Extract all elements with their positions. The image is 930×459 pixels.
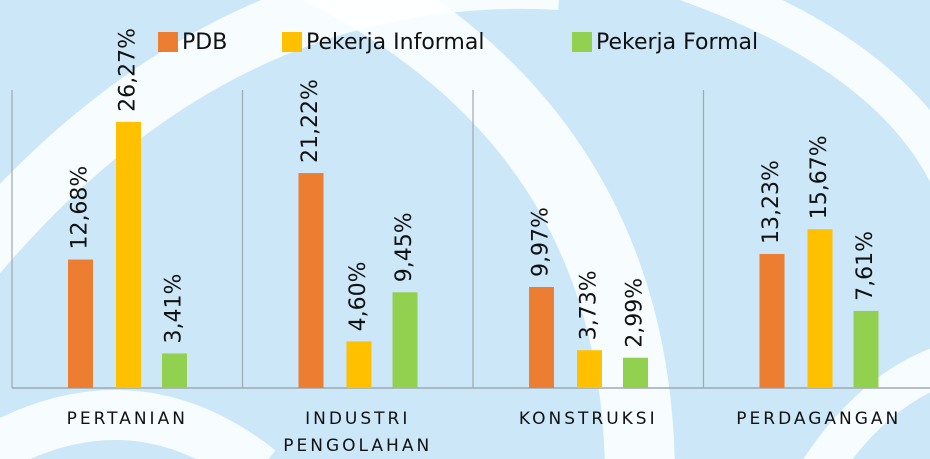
- x-tick-label: PERTANIAN: [66, 409, 188, 429]
- bar: [298, 173, 324, 388]
- data-label: 2,99%: [623, 278, 648, 348]
- legend-label: PDB: [182, 30, 227, 55]
- bar: [807, 229, 833, 388]
- bar: [116, 121, 141, 389]
- bar: [529, 287, 554, 388]
- x-tick-label: INDUSTRI PENGOLAHAN: [283, 409, 433, 456]
- data-label: 15,67%: [807, 135, 832, 219]
- bar: [853, 310, 879, 388]
- data-label: 13,23%: [759, 160, 784, 244]
- bar: [392, 292, 418, 388]
- data-label: 9,45%: [392, 212, 417, 282]
- legend-swatch: [572, 32, 592, 52]
- data-label: 26,27%: [116, 28, 141, 112]
- bar: [623, 357, 648, 388]
- bar: [346, 341, 372, 388]
- data-label: 12,68%: [68, 166, 93, 250]
- bar: [759, 253, 785, 388]
- legend-swatch: [158, 32, 178, 52]
- data-label: 21,22%: [298, 79, 323, 163]
- data-label: 7,61%: [853, 231, 878, 301]
- data-label: 3,41%: [162, 274, 187, 344]
- bar: [577, 350, 602, 388]
- x-tick-label: PERDAGANGAN: [736, 409, 902, 429]
- data-label: 3,73%: [577, 270, 602, 340]
- legend-label: Pekerja Formal: [596, 30, 758, 55]
- bar: [162, 353, 187, 388]
- data-label: 9,97%: [529, 207, 554, 277]
- bar: [68, 259, 93, 388]
- legend-swatch: [282, 32, 302, 52]
- legend-label: Pekerja Informal: [306, 30, 484, 55]
- x-tick-label: KONSTRUKSI: [518, 409, 658, 429]
- data-label: 4,60%: [346, 262, 371, 332]
